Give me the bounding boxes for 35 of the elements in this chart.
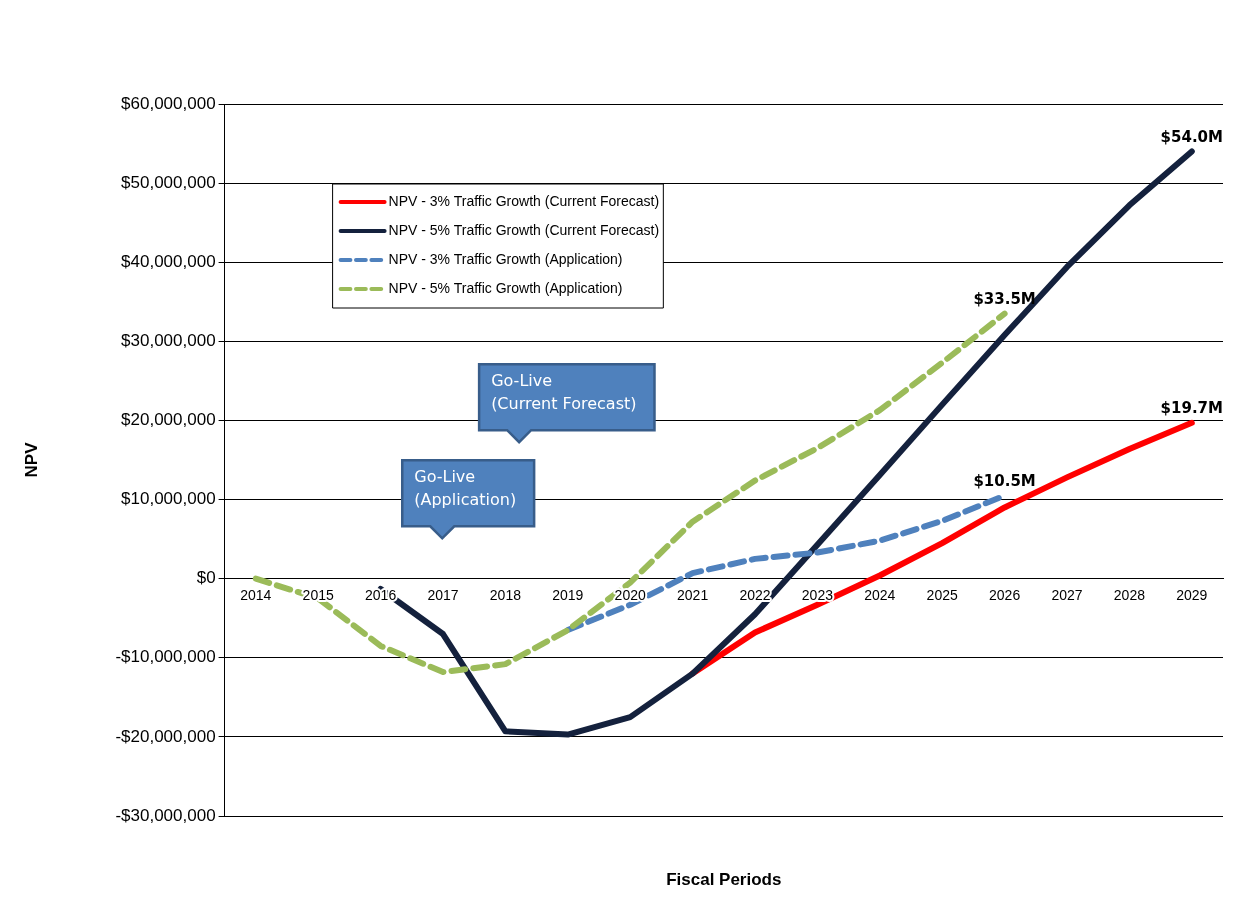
y-tick-label: $20,000,000 [121,410,216,430]
x-tick-label: 2025 [926,586,958,603]
x-tick-label: 2027 [1051,586,1083,603]
legend-label: NPV - 5% Traffic Growth (Application) [388,279,623,296]
x-tick-label: 2019 [552,586,584,603]
y-tick-label: $50,000,000 [121,172,216,192]
y-tick-label: -$20,000,000 [115,726,216,746]
y-tick-label: $30,000,000 [121,331,216,351]
y-tick-label: $10,000,000 [121,489,216,509]
x-tick-label: 2021 [677,586,709,603]
x-tick-label: 2017 [427,586,459,603]
data-label: $33.5M [973,290,1036,309]
y-tick-label: $40,000,000 [121,251,216,271]
x-tick-label: 2023 [801,586,834,603]
x-tick-label: 2029 [1176,586,1208,603]
x-tick-label: 2022 [739,586,771,603]
x-axis-title: Fiscal Periods [666,870,782,889]
y-tick-label: -$10,000,000 [115,647,216,667]
legend-label: NPV - 3% Traffic Growth (Current Forecast) [388,192,660,209]
legend-label: NPV - 3% Traffic Growth (Application) [388,250,623,267]
data-label: $19.7M [1160,399,1223,418]
y-axis-title: NPV [21,441,41,478]
y-tick-label: $60,000,000 [121,93,216,113]
x-tick-label: 2018 [489,586,522,603]
legend-label: NPV - 5% Traffic Growth (Current Forecast) [388,221,660,238]
x-tick-label: 2028 [1113,586,1146,603]
data-label: $54.0M [1160,127,1223,146]
x-tick-label: 2014 [240,586,272,603]
y-tick-label: -$30,000,000 [115,805,216,825]
data-label: $10.5M [973,471,1036,490]
x-tick-label: 2024 [864,586,896,603]
y-tick-label: $0 [196,568,216,588]
x-tick-label: 2026 [989,586,1021,603]
annotation: Go-Live (Application) [414,467,517,510]
annotation: Go-Live (Current Forecast) [491,371,637,414]
